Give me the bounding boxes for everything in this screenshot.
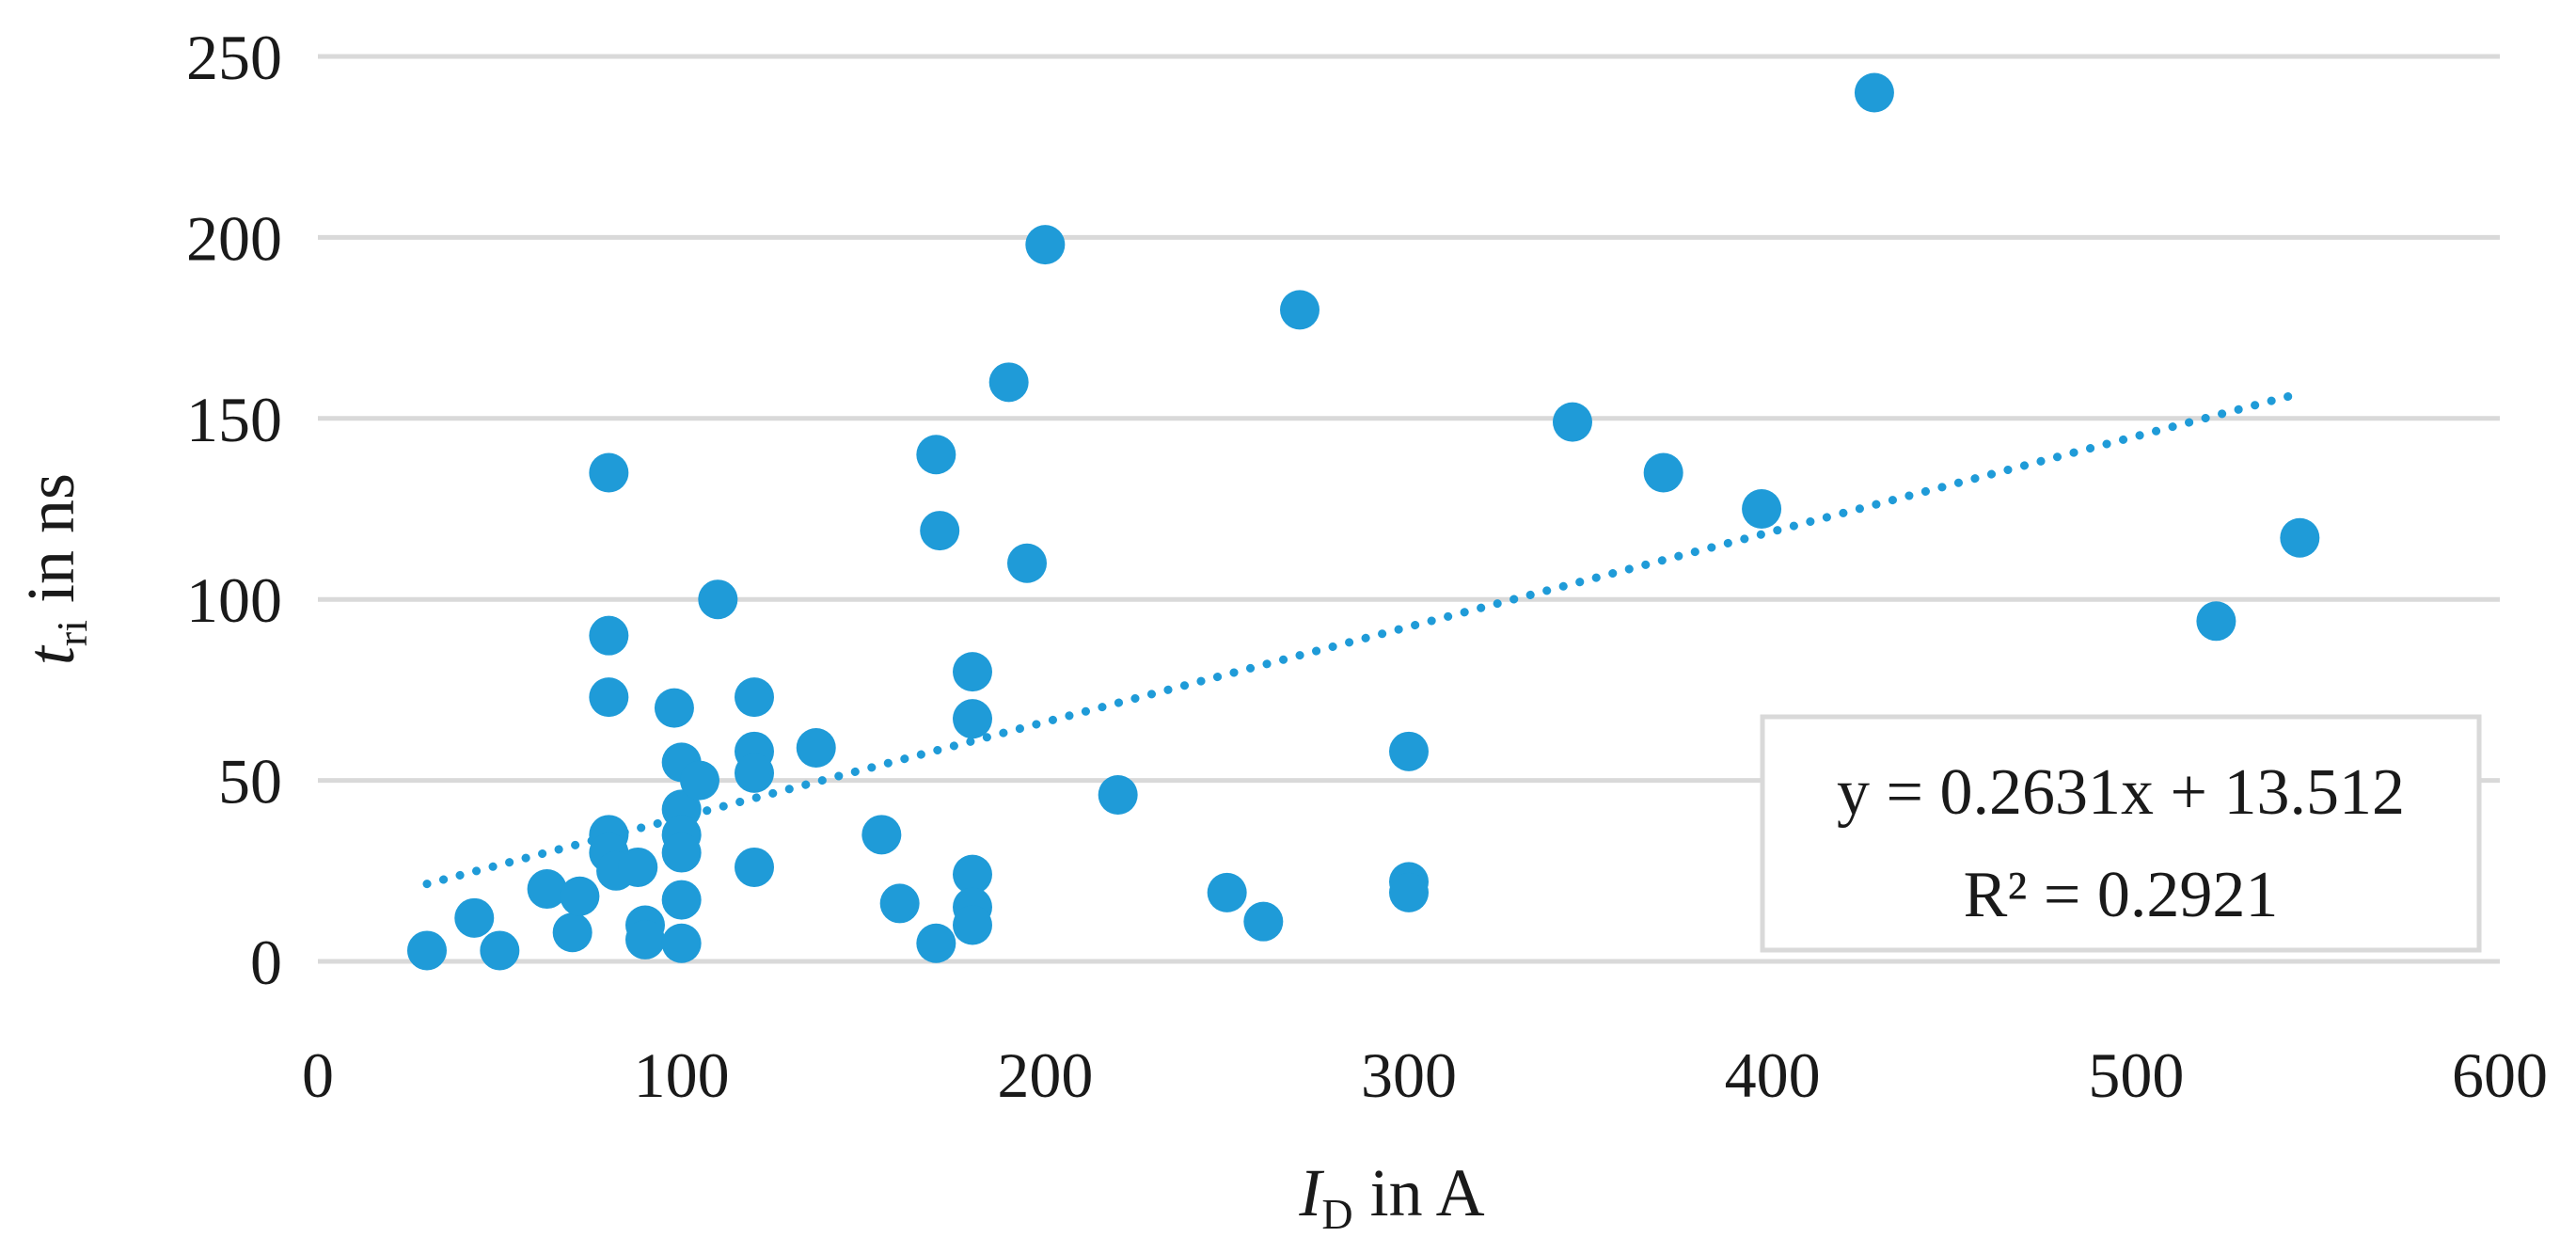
data-point-12	[618, 847, 658, 887]
data-point-43	[1207, 872, 1247, 912]
data-point-39	[988, 362, 1029, 403]
y-tick-50: 50	[218, 746, 282, 817]
data-point-36	[953, 854, 992, 895]
x-tick-0: 0	[302, 1039, 334, 1111]
data-point-54	[2280, 517, 2320, 558]
data-point-31	[916, 435, 956, 475]
x-tick-500: 500	[2088, 1039, 2184, 1111]
data-point-7	[589, 615, 629, 656]
data-point-42	[1098, 774, 1138, 815]
x-tick-600: 600	[2452, 1039, 2548, 1111]
data-point-52	[1854, 72, 1894, 113]
data-point-53	[2196, 601, 2236, 642]
data-points	[407, 72, 2320, 971]
data-point-51	[1742, 489, 1782, 529]
data-point-22	[680, 760, 719, 801]
data-point-24	[735, 677, 774, 718]
x-tick-100: 100	[634, 1039, 730, 1111]
data-point-27	[735, 847, 774, 887]
data-point-45	[1280, 290, 1320, 330]
y-tick-250: 250	[186, 22, 282, 93]
trendline	[422, 389, 2304, 889]
data-point-50	[1643, 452, 1683, 493]
data-point-41	[1025, 225, 1066, 265]
data-point-29	[861, 815, 902, 855]
data-point-40	[1007, 543, 1047, 583]
x-tick-300: 300	[1361, 1039, 1457, 1111]
trendline-group	[422, 389, 2304, 889]
data-point-32	[920, 511, 960, 551]
x-axis-title: ID in A	[1298, 1155, 1484, 1238]
trendline-equation-box: y = 0.2631x + 13.512 R² = 0.2921	[1760, 714, 2482, 953]
data-point-26	[735, 753, 774, 793]
data-point-2	[480, 930, 520, 971]
data-point-49	[1553, 402, 1592, 442]
trendline-r-squared: R² = 0.2921	[1964, 859, 2279, 931]
y-tick-100: 100	[186, 564, 282, 636]
data-point-46	[1389, 731, 1429, 771]
data-point-38	[953, 905, 992, 945]
x-tick-200: 200	[997, 1039, 1093, 1111]
y-tick-0: 0	[250, 927, 282, 998]
data-point-0	[407, 930, 447, 971]
data-point-14	[625, 919, 665, 960]
data-point-44	[1243, 901, 1284, 942]
y-tick-labels: 0 50 100 150 200 250	[186, 22, 282, 998]
data-point-48	[1389, 872, 1429, 912]
trendline-equation: y = 0.2631x + 13.512	[1837, 756, 2405, 829]
x-tick-labels: 0 100 200 300 400 500 600	[302, 1039, 2548, 1111]
y-axis-title: tri in ns	[13, 473, 96, 665]
data-point-30	[879, 883, 920, 924]
data-point-4	[552, 912, 593, 953]
data-point-33	[916, 923, 956, 963]
equation-box-border	[1760, 714, 2482, 953]
data-point-15	[654, 688, 694, 728]
data-point-34	[953, 652, 992, 692]
y-tick-200: 200	[186, 202, 282, 274]
data-point-23	[698, 579, 738, 620]
data-point-6	[589, 452, 629, 493]
data-point-35	[953, 699, 992, 739]
data-point-21	[661, 923, 702, 963]
data-point-8	[589, 677, 629, 718]
y-tick-150: 150	[186, 384, 282, 455]
data-point-1	[454, 897, 495, 938]
data-point-20	[661, 880, 702, 920]
x-tick-400: 400	[1725, 1039, 1821, 1111]
data-point-5	[560, 876, 600, 916]
data-point-3	[527, 869, 567, 910]
data-point-19	[661, 833, 702, 873]
data-point-28	[796, 727, 836, 768]
